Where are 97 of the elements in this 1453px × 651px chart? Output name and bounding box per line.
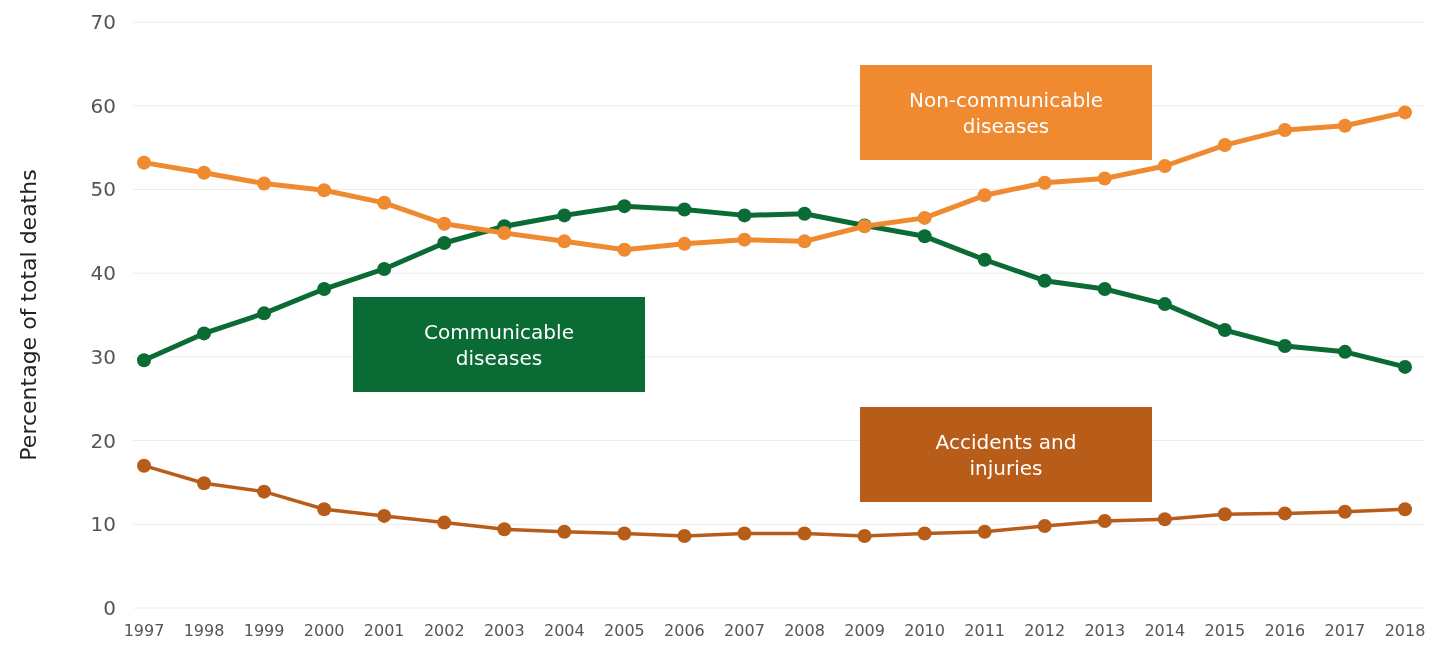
point [1157,158,1172,173]
point [377,261,392,276]
x-tick-label: 2011 [964,621,1006,640]
y-axis-title: Percentage of total deaths [16,169,41,461]
point [1277,506,1292,521]
x-tick-label: 2017 [1324,621,1366,640]
x-tick-label: 2018 [1384,621,1426,640]
point [257,306,272,321]
y-tick-label: 20 [90,428,116,453]
point [437,515,452,530]
point [437,236,452,251]
point [1398,105,1412,120]
point [317,502,332,517]
point [857,529,872,544]
point [317,183,332,198]
point [1217,138,1232,153]
x-tick-label: 2005 [604,621,645,640]
point [617,526,632,541]
x-tick-label: 2009 [844,621,885,640]
point [737,526,752,541]
y-tick-label: 10 [90,512,116,537]
text: Accidents and injuries [935,429,1077,480]
point [1217,323,1232,338]
x-tick-label: 2007 [724,621,765,640]
x-tick-label: 2002 [423,621,465,640]
text: Communicable diseases [424,319,574,370]
point [677,529,692,544]
x-tick-label: 1997 [123,621,165,640]
x-tick-label: 1999 [243,621,285,640]
y-tick-label: 70 [90,10,116,34]
point [677,236,692,251]
point [137,353,151,368]
point [197,165,212,180]
point [1097,171,1112,186]
x-tick-label: 1998 [183,621,225,640]
point [557,524,572,539]
point [797,526,812,541]
x-tick-label: 2016 [1264,621,1306,640]
x-tick-label: 2008 [784,621,825,640]
point [1337,504,1352,519]
point [797,234,812,249]
point [797,206,812,221]
point [1097,513,1112,528]
x-tick-label: 2012 [1024,621,1066,640]
point [497,225,512,240]
point [917,210,932,225]
x-tick-label: 2001 [363,621,405,640]
x-tick-label: 2006 [664,621,705,640]
x-tick-label: 2004 [543,621,585,640]
point [1337,344,1352,359]
x-tick-label: 2003 [483,621,525,640]
point [1277,122,1292,137]
point [977,188,992,203]
series-label: Non-communicable diseases [908,87,1104,138]
point [137,155,151,170]
point [737,232,752,247]
point [1037,175,1052,190]
point [1037,518,1052,533]
point [1157,512,1172,527]
point [377,508,392,523]
point [617,199,632,214]
point [557,234,572,249]
y-tick-label: 60 [90,93,116,118]
point [437,216,452,231]
point [977,252,992,267]
point [737,208,752,223]
point [257,176,272,191]
point [1398,502,1412,517]
point [197,326,212,341]
point [977,524,992,539]
point [377,195,392,210]
x-tick-label: 2013 [1084,621,1126,640]
point [197,476,212,491]
point [557,208,572,223]
point [1097,282,1112,297]
point [1337,118,1352,133]
y-tick-label: 0 [103,596,116,620]
point [1277,338,1292,353]
point [677,202,692,217]
point [1037,273,1052,288]
point [1157,297,1172,312]
x-tick-label: 2014 [1144,621,1186,640]
point [1217,507,1232,522]
point [137,458,151,473]
point [257,484,272,499]
point [617,242,632,257]
point [317,282,332,297]
x-tick-label: 2000 [303,621,345,640]
x-tick-label: 2015 [1204,621,1246,640]
y-tick-label: 40 [90,261,116,286]
y-tick-label: 50 [90,177,116,202]
point [497,522,512,537]
point [917,229,932,244]
y-tick-label: 30 [90,344,116,369]
point [1398,359,1412,374]
x-tick-label: 2010 [904,621,945,640]
point [917,526,932,541]
